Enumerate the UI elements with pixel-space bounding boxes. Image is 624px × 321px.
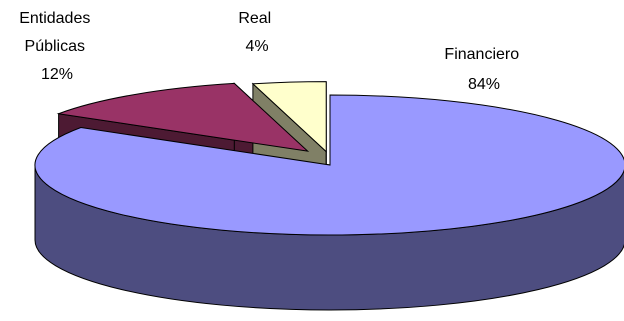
slice-label-financiero: Financiero 84% <box>444 46 523 93</box>
pie-tops <box>34 81 624 236</box>
slice-label-entidades-publicas: Entidades Públicas 12% <box>19 10 95 83</box>
slice-financiero <box>34 94 624 236</box>
slice-label-real: Real 4% <box>238 10 275 55</box>
slice-entidades-publicas <box>56 82 310 152</box>
slice-real <box>251 81 327 153</box>
